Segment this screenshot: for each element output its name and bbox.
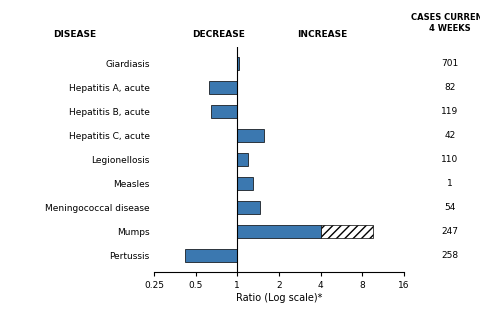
Bar (237, 153, 248, 166)
Bar (208, 81, 237, 94)
Text: 42: 42 (443, 131, 455, 140)
Bar (237, 201, 259, 214)
Bar (211, 105, 237, 118)
Text: 110: 110 (440, 155, 457, 164)
X-axis label: Ratio (Log scale)*: Ratio (Log scale)* (235, 293, 322, 303)
Bar (237, 177, 252, 190)
Text: 82: 82 (443, 83, 455, 92)
Bar (185, 249, 237, 262)
Text: 54: 54 (443, 203, 455, 212)
Bar (320, 225, 372, 238)
Text: INCREASE: INCREASE (297, 30, 347, 39)
Text: 1: 1 (446, 179, 452, 188)
Text: DISEASE: DISEASE (53, 30, 96, 39)
Bar (237, 225, 320, 238)
Text: 247: 247 (440, 227, 457, 236)
Text: 258: 258 (440, 251, 457, 260)
Text: 119: 119 (440, 107, 457, 116)
Text: DECREASE: DECREASE (192, 30, 245, 39)
Text: 701: 701 (440, 59, 457, 68)
Bar (237, 129, 263, 142)
Bar (237, 57, 239, 70)
Text: CASES CURRENT
4 WEEKS: CASES CURRENT 4 WEEKS (410, 13, 480, 33)
